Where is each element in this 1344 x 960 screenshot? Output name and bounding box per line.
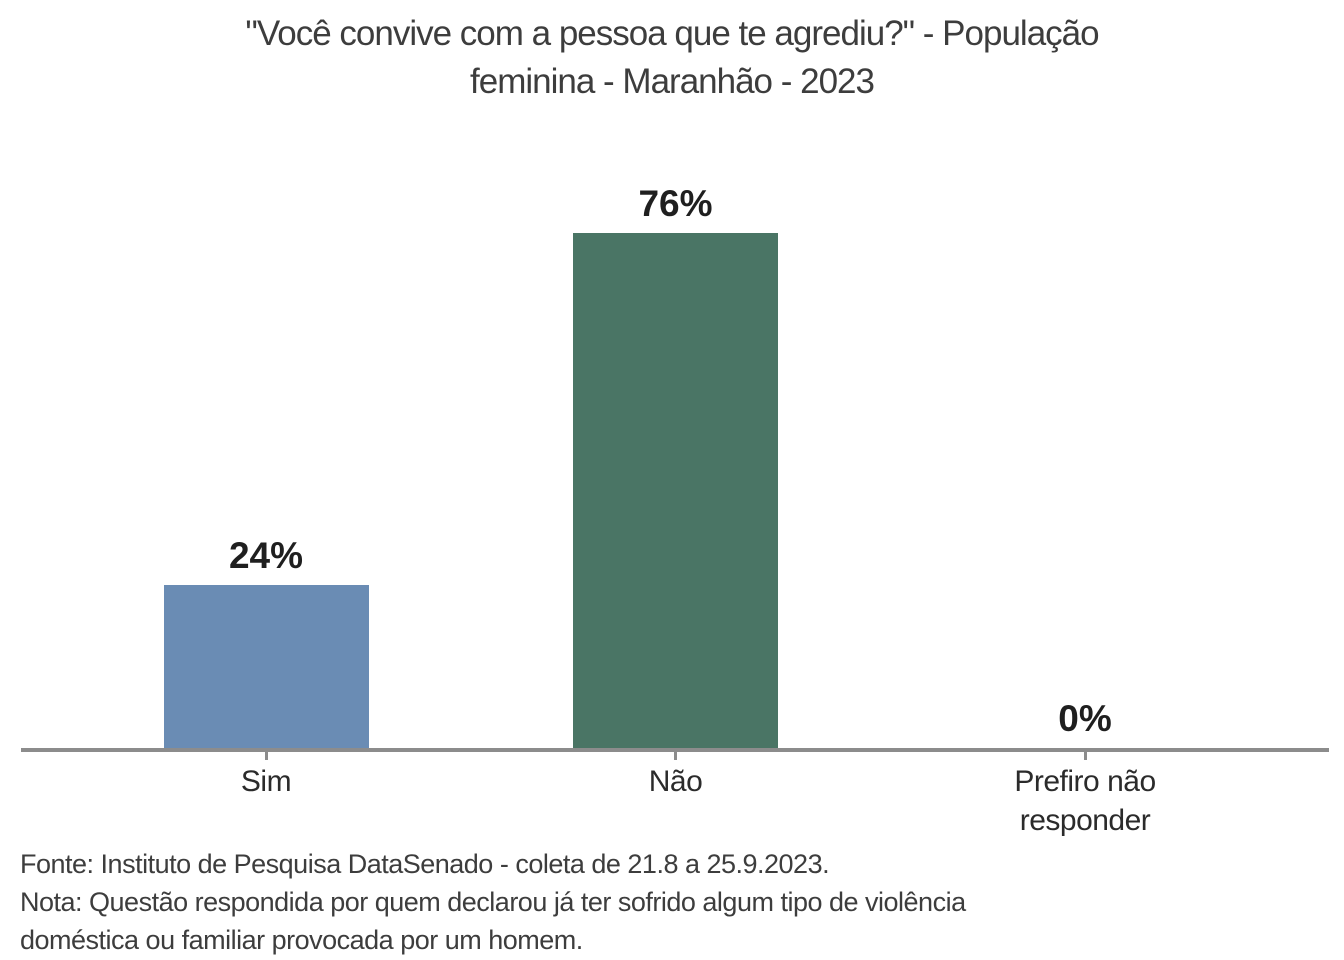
value-label-nao: 76% bbox=[638, 183, 713, 224]
footnote-line-2: doméstica ou familiar provocada por um h… bbox=[20, 925, 583, 955]
source-note: Fonte: Instituto de Pesquisa DataSenado … bbox=[20, 849, 830, 879]
bar-sim bbox=[163, 585, 369, 748]
chart-title-line-2: feminina - Maranhão - 2023 bbox=[470, 62, 875, 101]
value-label-prefiro-nao-responder: 0% bbox=[1058, 698, 1112, 739]
category-label-prefiro-nao-responder: Prefiro não responder bbox=[1014, 765, 1156, 837]
footnote-line-1: Nota: Questão respondida por quem declar… bbox=[20, 887, 966, 917]
x-axis-tick-nao bbox=[674, 752, 677, 760]
category-label-sim: Sim bbox=[240, 765, 292, 798]
x-axis-line bbox=[21, 748, 1329, 752]
chart-title: "Você convive com a pessoa que te agredi… bbox=[0, 10, 1344, 106]
chart-title-line-1: "Você convive com a pessoa que te agredi… bbox=[245, 14, 1099, 53]
category-label-nao: Não bbox=[648, 765, 703, 798]
value-label-sim: 24% bbox=[228, 535, 304, 576]
x-axis-tick-prefiro-nao-responder bbox=[1083, 752, 1087, 760]
bar-nao bbox=[573, 233, 778, 748]
chart-footer: Fonte: Instituto de Pesquisa DataSenado … bbox=[20, 845, 1200, 959]
x-axis-tick-sim bbox=[264, 752, 268, 760]
